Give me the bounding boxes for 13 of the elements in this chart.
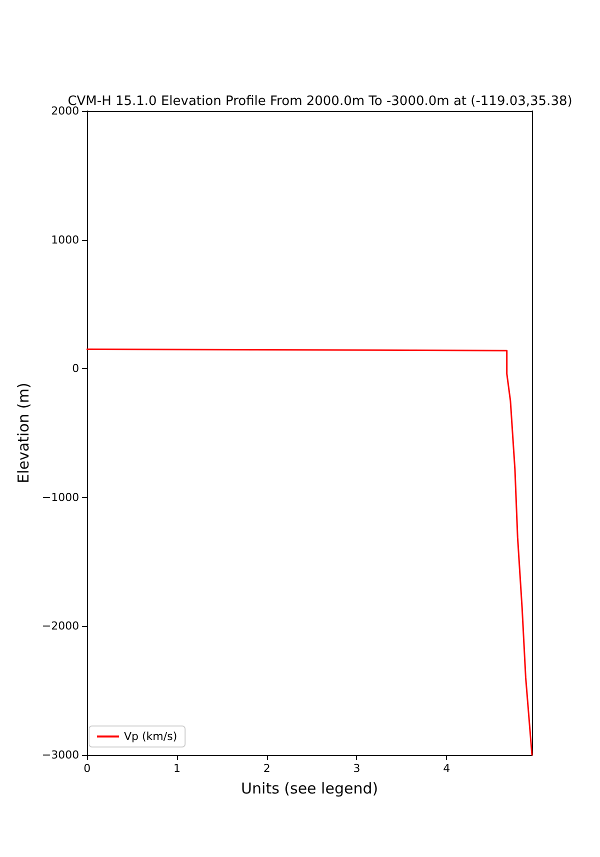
x-tick-label: 1 (173, 762, 180, 775)
x-tick-label: 3 (353, 762, 360, 775)
y-axis-title: Elevation (m) (14, 382, 32, 484)
y-tick-label: −2000 (42, 620, 80, 633)
x-tick-label: 0 (84, 762, 91, 775)
x-tick-label: 2 (263, 762, 270, 775)
legend-label: Vp (km/s) (124, 730, 178, 743)
x-axis-title: Units (see legend) (241, 780, 378, 798)
y-tick-label: 0 (72, 362, 80, 376)
x-tick-label: 4 (443, 762, 450, 775)
y-tick-label: −1000 (42, 490, 80, 504)
y-tick-label: −3000 (42, 748, 80, 762)
y-tick-label: 1000 (51, 233, 80, 246)
